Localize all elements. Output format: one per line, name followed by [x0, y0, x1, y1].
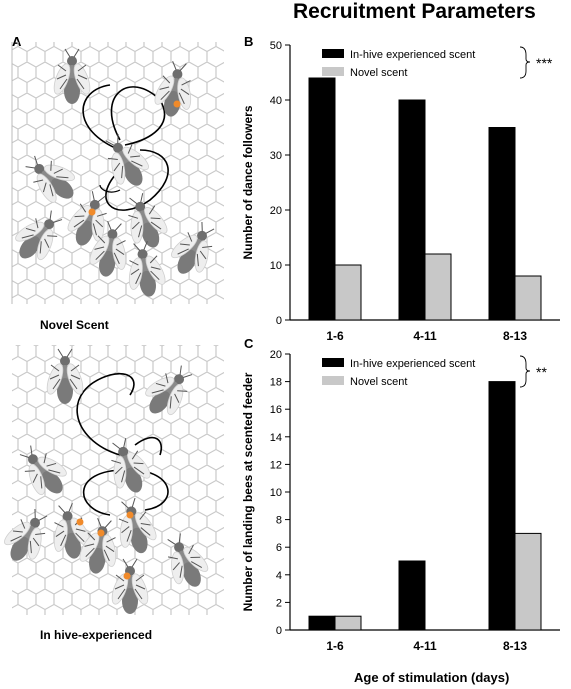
- bar: [398, 560, 426, 631]
- x-tick-label: 1-6: [326, 329, 344, 343]
- y-tick-label: 50: [270, 40, 282, 52]
- significance-bracket: [519, 355, 531, 388]
- bar: [308, 615, 336, 631]
- y-tick-label: 0: [276, 625, 282, 637]
- x-tick-label: 1-6: [326, 639, 344, 653]
- bar: [334, 264, 362, 321]
- illustration-caption-in-hive: In hive-experienced: [40, 628, 153, 642]
- y-tick-label: 12: [270, 459, 282, 471]
- y-tick-label: 6: [276, 542, 282, 554]
- significance-label: ***: [536, 55, 553, 71]
- y-axis-label: Number of landing bees at scented feeder: [241, 372, 255, 611]
- y-tick-label: 4: [276, 570, 282, 582]
- y-axis-label: Number of dance followers: [241, 105, 255, 259]
- y-tick-label: 20: [270, 205, 282, 217]
- scent-dot-icon: [97, 529, 105, 537]
- y-tick-label: 16: [270, 404, 282, 416]
- legend-swatch: [322, 49, 344, 58]
- legend-label: In-hive experienced scent: [350, 49, 475, 61]
- figure-title: Recruitment Parameters: [293, 0, 536, 23]
- y-tick-label: 20: [270, 349, 282, 361]
- y-tick-label: 8: [276, 515, 282, 527]
- legend-label: In-hive experienced scent: [350, 358, 475, 370]
- bar: [514, 275, 542, 321]
- legend-label: Novel scent: [350, 67, 407, 79]
- x-tick-label: 4-11: [413, 329, 437, 343]
- y-tick-label: 18: [270, 377, 282, 389]
- bar: [488, 381, 516, 631]
- panel-letter-a: A: [12, 34, 22, 49]
- panel-letter-c: C: [244, 336, 254, 351]
- bar: [334, 615, 362, 631]
- y-tick-label: 10: [270, 487, 282, 499]
- scent-dot-icon: [123, 572, 131, 580]
- scent-dot-icon: [173, 100, 181, 108]
- illustration-caption-novel: Novel Scent: [40, 318, 109, 332]
- y-tick-label: 14: [270, 432, 282, 444]
- y-tick-label: 40: [270, 95, 282, 107]
- x-tick-label: 8-13: [503, 639, 527, 653]
- legend-swatch: [322, 67, 344, 76]
- y-tick-label: 30: [270, 150, 282, 162]
- scent-dot-icon: [88, 208, 96, 216]
- y-tick-label: 10: [270, 260, 282, 272]
- x-tick-label: 4-11: [413, 639, 437, 653]
- bar: [398, 99, 426, 321]
- bar: [514, 532, 542, 631]
- legend-label: Novel scent: [350, 376, 407, 388]
- dance-path-arrows-bottom: [76, 373, 169, 516]
- scent-dot-icon: [126, 511, 134, 519]
- bar: [488, 127, 516, 321]
- bar: [308, 77, 336, 321]
- legend-swatch: [322, 358, 344, 367]
- y-tick-label: 2: [276, 597, 282, 609]
- shared-x-axis-label: Age of stimulation (days): [354, 670, 510, 685]
- scent-dot-icon: [76, 518, 84, 526]
- x-tick-label: 8-13: [503, 329, 527, 343]
- panel-letter-b: B: [244, 34, 254, 49]
- significance-label: **: [536, 364, 547, 380]
- legend-swatch: [322, 376, 344, 385]
- significance-bracket: [519, 46, 531, 79]
- dance-path-arrows-top: [82, 84, 169, 211]
- y-tick-label: 0: [276, 315, 282, 327]
- bar: [424, 253, 452, 321]
